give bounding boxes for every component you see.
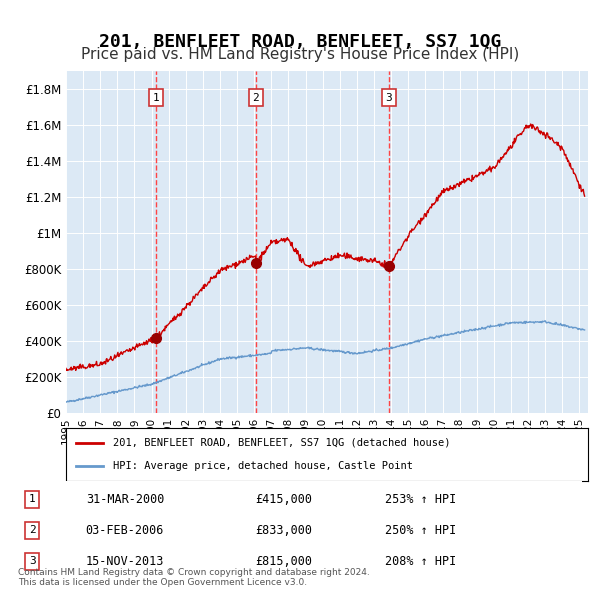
- Text: Contains HM Land Registry data © Crown copyright and database right 2024.
This d: Contains HM Land Registry data © Crown c…: [18, 568, 370, 587]
- Text: 3: 3: [386, 93, 392, 103]
- Text: HPI: Average price, detached house, Castle Point: HPI: Average price, detached house, Cast…: [113, 461, 413, 471]
- Text: 201, BENFLEET ROAD, BENFLEET, SS7 1QG: 201, BENFLEET ROAD, BENFLEET, SS7 1QG: [99, 32, 501, 51]
- Text: 1: 1: [152, 93, 159, 103]
- Text: 208% ↑ HPI: 208% ↑ HPI: [385, 555, 456, 568]
- Text: 253% ↑ HPI: 253% ↑ HPI: [385, 493, 456, 506]
- Text: 2: 2: [253, 93, 259, 103]
- Text: 03-FEB-2006: 03-FEB-2006: [86, 524, 164, 537]
- Text: 201, BENFLEET ROAD, BENFLEET, SS7 1QG (detached house): 201, BENFLEET ROAD, BENFLEET, SS7 1QG (d…: [113, 438, 451, 448]
- Text: 3: 3: [29, 556, 35, 566]
- Text: 250% ↑ HPI: 250% ↑ HPI: [385, 524, 456, 537]
- Text: 2: 2: [29, 526, 35, 535]
- Text: Price paid vs. HM Land Registry's House Price Index (HPI): Price paid vs. HM Land Registry's House …: [81, 47, 519, 62]
- Text: £815,000: £815,000: [255, 555, 312, 568]
- Text: 15-NOV-2013: 15-NOV-2013: [86, 555, 164, 568]
- Text: 31-MAR-2000: 31-MAR-2000: [86, 493, 164, 506]
- Text: £415,000: £415,000: [255, 493, 312, 506]
- Text: 1: 1: [29, 494, 35, 504]
- Text: £833,000: £833,000: [255, 524, 312, 537]
